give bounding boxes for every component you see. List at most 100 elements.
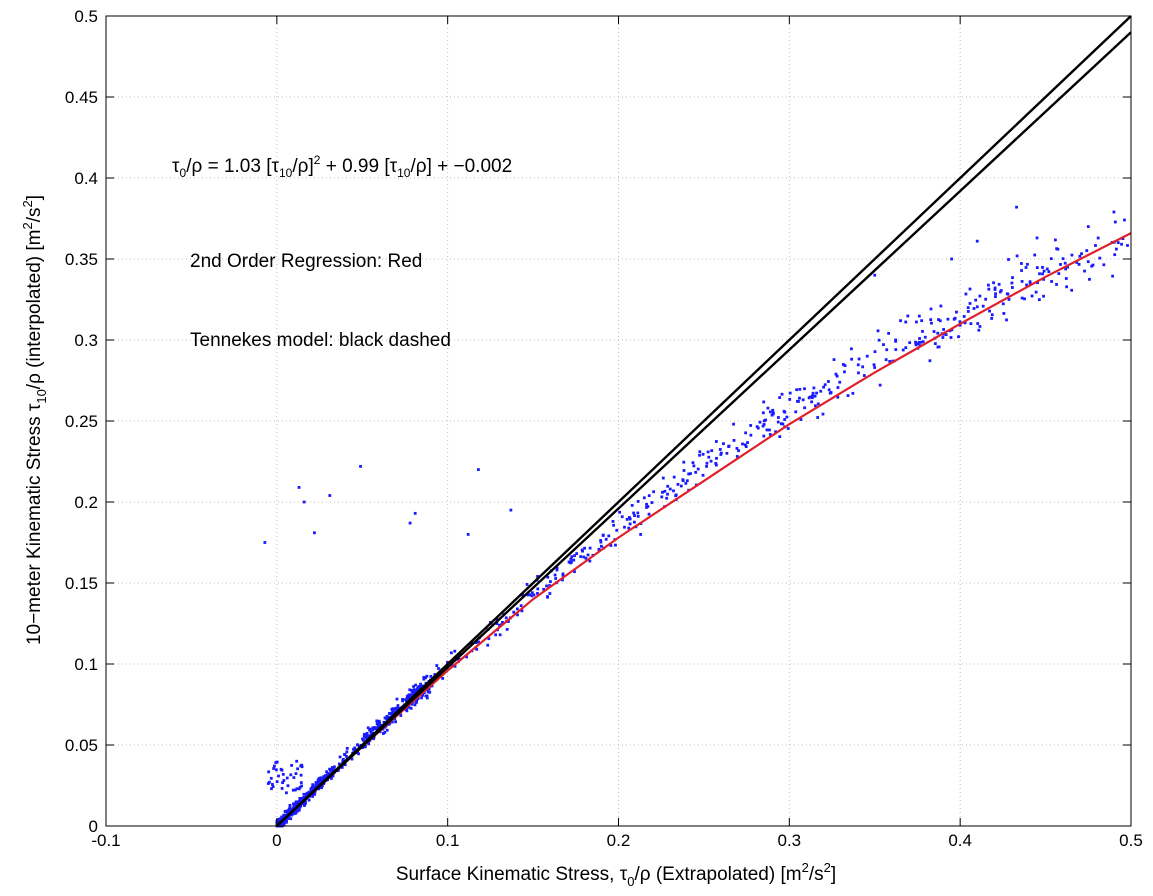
scatter-point xyxy=(525,582,529,586)
scatter-point xyxy=(888,360,892,363)
scatter-point xyxy=(329,767,333,771)
scatter-point xyxy=(788,391,792,395)
tennekes-line-upper xyxy=(275,15,1132,827)
scatter-point xyxy=(630,503,634,507)
scatter-point xyxy=(1038,272,1041,276)
scatter-point xyxy=(374,726,378,730)
scatter-point xyxy=(936,331,940,335)
scatter-point xyxy=(415,699,419,703)
scatter-point xyxy=(391,711,395,714)
scatter-point xyxy=(291,788,295,792)
scatter-point xyxy=(768,410,772,414)
scatter-point xyxy=(280,815,284,819)
scatter-point xyxy=(714,440,718,443)
scatter-point xyxy=(498,624,501,627)
scatter-point xyxy=(355,743,359,747)
scatter-point xyxy=(414,683,418,687)
scatter-point xyxy=(691,461,695,465)
scatter-point xyxy=(293,812,297,815)
scatter-point xyxy=(385,717,389,721)
scatter-point xyxy=(710,449,714,453)
scatter-point xyxy=(408,521,412,525)
scatter-point xyxy=(277,774,280,778)
scatter-point xyxy=(706,450,710,454)
scatter-point xyxy=(586,553,590,557)
scatter-point xyxy=(376,720,380,724)
scatter-point xyxy=(692,464,696,468)
scatter-point xyxy=(286,784,290,788)
scatter-point xyxy=(904,320,908,324)
scatter-point xyxy=(647,494,651,498)
scatter-point xyxy=(275,768,278,772)
model-annotation: Tennekes model: black dashed xyxy=(190,330,451,351)
scatter-point xyxy=(317,780,321,784)
scatter-point xyxy=(536,592,539,595)
scatter-point xyxy=(412,685,416,688)
scatter-point xyxy=(709,459,713,463)
y-tick-label: 0.1 xyxy=(74,655,98,674)
scatter-point xyxy=(281,772,285,776)
scatter-point xyxy=(746,441,749,444)
scatter-point xyxy=(263,541,267,544)
scatter-point xyxy=(311,795,315,798)
scatter-point xyxy=(413,511,417,515)
x-tick-label: 0.1 xyxy=(436,831,460,850)
grid-lines xyxy=(105,15,1132,827)
scatter-point xyxy=(1070,288,1074,292)
scatter-point xyxy=(327,773,331,776)
scatter-point xyxy=(429,674,433,678)
scatter-point xyxy=(555,566,559,570)
scatter-point xyxy=(958,320,962,324)
scatter-point xyxy=(272,767,276,770)
scatter-point xyxy=(661,476,665,480)
scatter-point xyxy=(856,363,860,367)
scatter-point xyxy=(758,420,762,424)
scatter-point xyxy=(583,546,587,550)
scatter-point xyxy=(1126,244,1129,247)
scatter-point xyxy=(584,556,588,560)
scatter-point xyxy=(1015,254,1019,258)
scatter-point xyxy=(762,400,766,404)
scatter-point xyxy=(987,287,991,291)
scatter-point xyxy=(827,388,831,392)
scatter-point xyxy=(1061,257,1065,261)
scatter-point xyxy=(843,370,846,374)
scatter-point xyxy=(530,591,534,595)
scatter-point xyxy=(307,791,311,795)
scatter-point xyxy=(545,584,548,588)
scatter-point xyxy=(823,383,827,387)
scatter-point xyxy=(1010,281,1014,285)
scatter-point xyxy=(969,322,973,326)
scatter-point xyxy=(672,489,675,493)
scatter-point xyxy=(352,747,355,751)
scatter-point xyxy=(737,449,740,453)
scatter-point xyxy=(944,333,948,336)
scatter-point xyxy=(672,475,676,479)
scatter-point xyxy=(419,682,422,686)
scatter-point xyxy=(405,695,409,698)
scatter-point xyxy=(872,363,876,367)
scatter-point xyxy=(762,419,766,423)
scatter-point xyxy=(660,495,664,499)
scatter-point xyxy=(288,804,292,808)
scatter-point xyxy=(797,400,800,403)
scatter-point xyxy=(390,707,394,711)
scatter-point xyxy=(668,487,672,491)
scatter-point xyxy=(465,655,469,659)
scatter-point xyxy=(632,520,636,524)
scatter-point xyxy=(682,460,686,464)
scatter-point xyxy=(1064,277,1068,280)
scatter-point xyxy=(573,554,576,557)
scatter-point xyxy=(861,365,865,369)
scatter-point xyxy=(337,762,341,766)
scatter-point xyxy=(495,618,499,621)
scatter-point xyxy=(340,765,344,769)
scatter-point xyxy=(288,807,291,811)
scatter-point xyxy=(835,374,839,378)
scatter-point xyxy=(999,289,1003,292)
scatter-point xyxy=(273,764,276,768)
scatter-point xyxy=(345,746,349,750)
scatter-point xyxy=(300,765,304,769)
x-axis-label: Surface Kinematic Stress, τ0/ρ (Extrapol… xyxy=(396,860,836,889)
scatter-point xyxy=(768,433,772,436)
